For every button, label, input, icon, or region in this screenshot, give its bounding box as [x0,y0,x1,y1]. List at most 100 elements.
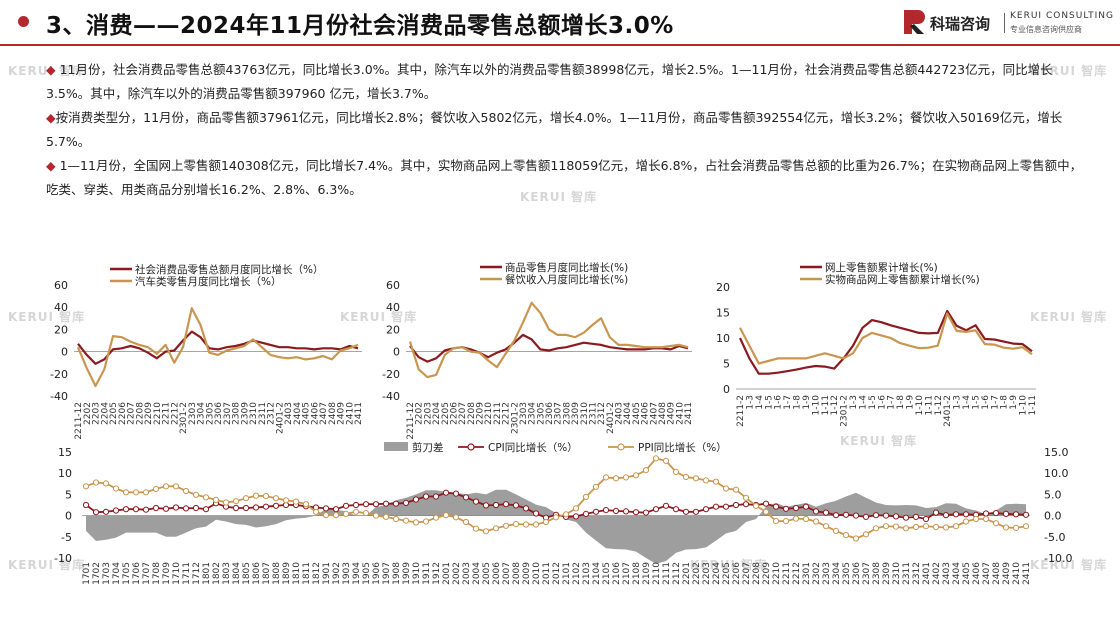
cpi-point [182,505,190,512]
x-tick-label: 1903 [342,562,352,585]
x-tick-label: 2404 [293,402,303,425]
watermark: KERUI 智库 [1030,64,1108,78]
y-tick-label: 20 [54,323,68,336]
ppi-point [902,525,910,532]
cpi-point [692,508,700,515]
x-tick-label: 2304 [832,562,842,585]
watermark: KERUI 智库 [340,310,418,324]
cpi-point [962,511,970,518]
x-tick-label: 2406 [310,402,320,425]
x-tick-label: 2308 [872,562,882,585]
x-tick-label: 1707 [142,562,152,585]
ppi-point [632,472,640,479]
cpi-point [382,500,390,507]
x-tick-label: 2409 [1002,562,1012,585]
cpi-point [412,496,420,503]
cpi-point [472,498,480,505]
y-tick-label: 0 [61,346,68,359]
ppi-point [922,523,930,530]
x-tick-label: 2406 [972,562,982,585]
cpi-point [932,509,940,516]
x-tick-label: 2305 [536,402,546,425]
cpi-point [522,505,530,512]
x-tick-label: 1703 [102,562,112,585]
x-tick-label: 2212 [792,562,802,585]
x-tick-label: 1-6 [774,395,784,410]
x-tick-label: 2311 [902,562,912,585]
cpi-ppi-scissors-chart: 15 10 5 0 -5 -10 15.0 10.0 5.0 0.0 -5.0 -10.0 剪刀差 CPI… [54,441,1072,585]
x-tick-label: 2011 [542,562,552,585]
cpi-point [942,512,950,519]
cpi-point [102,508,110,515]
ppi-point [92,479,100,486]
x-tick-label: 2404 [623,402,633,425]
x-tick-label: 2310 [249,402,259,425]
x-tick-label: 2107 [622,562,632,585]
x-tick-label: 2208 [467,402,477,425]
x-tick-label: 1-3 [849,395,859,410]
x-tick-label: 2003 [462,562,472,585]
x-tick-label: 2202 [415,402,425,425]
x-tick-label: 1-6 [981,395,991,410]
ppi-point [422,518,430,525]
x-tick-label: 1802 [212,562,222,585]
ppi-point [452,514,460,521]
x-tick-label: 2401-2 [943,395,953,427]
x-tick-label: 2210 [772,562,782,585]
x-tick-label: 2209 [762,562,772,585]
bullet-paragraph: ◆ 11月份，社会消费品零售总额43763亿元，同比增长3.0%。其中，除汽车以… [46,58,1086,106]
x-tick-label: 1-10 [811,395,821,416]
page-title: 3、消费——2024年11月份社会消费品零售总额增长3.0% [46,13,674,39]
x-tick-label: 1-4 [962,395,972,410]
ppi-point [292,498,300,505]
y-right-tick-label: -10.0 [1044,552,1072,565]
cpi-point [882,512,890,519]
x-tick-label: 1706 [132,562,142,585]
ppi-point [772,518,780,525]
legend-label: 汽车类零售月度同比增长（%） [135,275,281,288]
ppi-point [252,492,260,499]
x-tick-label: 2411 [354,402,364,425]
y-right-tick-label: 5.0 [1044,488,1062,501]
x-tick-label: 2306 [545,402,555,425]
y-tick-label: 10 [716,332,730,345]
ppi-point [642,467,650,474]
ppi-point [372,512,380,519]
cpi-point [332,506,340,513]
x-tick-label: 1-12 [934,395,944,415]
x-tick-label: 2212 [502,402,512,425]
x-tick-label: 2211 [493,402,503,425]
x-tick-label: 2009 [522,562,532,585]
diamond-bullet-icon: ◆ [46,110,56,125]
x-tick-label: 2301-2 [510,402,520,434]
ppi-point [992,520,1000,527]
y-tick-label: 60 [386,279,400,292]
x-tick-label: 2303 [519,402,529,425]
series-line-1 [77,330,359,365]
ppi-point [792,515,800,522]
x-tick-label: 2312 [912,562,922,585]
x-tick-label: 1910 [412,562,422,585]
cpi-point [682,508,690,515]
x-tick-label: 2206 [449,402,459,425]
x-tick-label: 2012 [552,562,562,585]
x-tick-label: 2307 [862,562,872,585]
x-tick-label: 2208 [135,402,145,425]
x-tick-label: 1-9 [906,395,916,410]
x-tick-label: 2211-12 [406,402,416,440]
y-left-tick-label: -10 [54,552,72,565]
cpi-point [122,506,130,513]
watermark: KERUI 智库 [1030,558,1108,572]
ppi-point [692,475,700,482]
x-tick-label: 2407 [982,562,992,585]
x-tick-label: 2002 [452,562,462,585]
ppi-point [852,535,860,542]
x-tick-label: 1710 [172,562,182,585]
ppi-point [322,512,330,519]
y-right-tick-label: 10.0 [1044,467,1069,480]
cpi-point [842,511,850,518]
x-tick-label: 1701 [82,562,92,585]
cpi-point [352,501,360,509]
ppi-point [602,474,610,481]
bullet-text: 11月份，社会消费品零售总额43763亿元，同比增长3.0%。其中，除汽车以外的… [46,62,1053,101]
